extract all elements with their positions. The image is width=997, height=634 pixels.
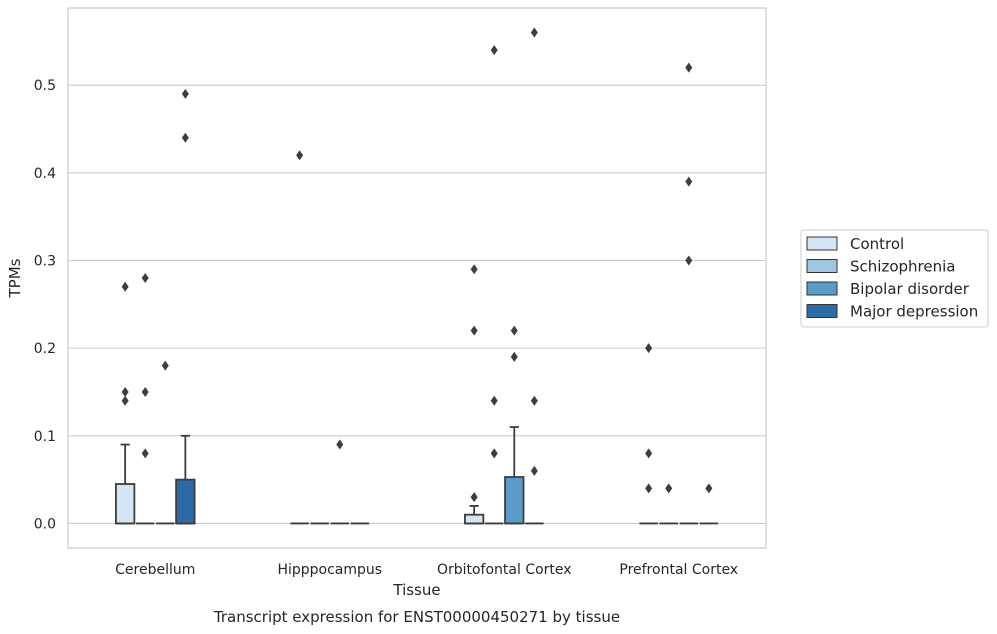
y-axis-label: TPMs [6,258,24,298]
outlier-point [685,255,693,266]
outlier-point [470,492,478,503]
box-body [464,513,485,525]
outlier-points [121,27,713,503]
x-tick-label: Hipppocampus [277,562,382,578]
outlier-point [510,351,518,362]
outlier-point [470,325,478,336]
legend-entry-label: Bipolar disorder [850,280,970,298]
legend: Control Schizophrenia Bipolar disorder Majo… [800,229,989,328]
outlier-point [336,439,344,450]
outlier-point [510,325,518,336]
outlier-point [645,343,653,354]
x-tick-label: Orbitofontal Cortex [437,562,572,578]
outlier-point [161,360,169,371]
box-bipolar-disorder [504,426,525,525]
x-tick-label: Cerebellum [115,562,195,578]
y-tick-labels: 0.0 0.1 0.2 0.3 0.4 0.5 [34,78,56,532]
outlier-point [181,88,189,99]
outlier-point [121,281,129,292]
y-tick-label: 0.1 [34,429,56,445]
box-body [504,476,525,525]
plot-area [68,8,766,548]
outlier-point [121,386,129,397]
box-body [175,478,196,525]
legend-swatch [806,259,838,273]
legend-swatch [806,236,838,251]
outlier-point [685,176,693,187]
legend-entry-label: Major depression [850,303,978,321]
outlier-point [490,395,498,406]
legend-swatch [806,281,838,296]
outlier-point [685,62,693,73]
outlier-point [490,45,498,56]
box-control [464,505,485,525]
outlier-point [296,150,304,161]
outlier-point [181,132,189,143]
outlier-point [490,448,498,459]
y-tick-label: 0.4 [34,166,56,182]
outlier-point [121,395,129,406]
legend-entry-label: Control [850,235,904,253]
outlier-point [665,483,673,494]
x-tick-labels: Cerebellum Hipppocampus Orbitofontal Corte… [115,562,738,578]
chart-caption: Transcript expression for ENST0000045027… [213,608,620,626]
legend-swatch [806,304,838,318]
x-tick-label: Prefrontal Cortex [619,562,738,578]
box-major-depression [175,434,196,525]
outlier-point [141,386,149,397]
y-tick-label: 0.3 [34,253,56,269]
x-axis-label: Tissue [392,581,440,599]
box-series [115,426,719,525]
outlier-point [530,395,538,406]
outlier-point [645,448,653,459]
legend-entry-label: Schizophrenia [850,258,955,276]
outlier-point [141,273,149,283]
y-tick-label: 0.2 [34,341,56,357]
outlier-point [705,483,713,494]
outlier-point [141,448,149,459]
outlier-point [530,27,538,38]
outlier-point [530,465,538,476]
outlier-point [470,264,478,275]
box-body [115,483,136,525]
legend-frame [800,229,989,328]
outlier-point [645,483,653,494]
y-tick-label: 0.5 [34,78,56,94]
box-control [115,443,136,525]
plot-frame [67,7,767,549]
y-tick-label: 0.0 [34,516,56,532]
